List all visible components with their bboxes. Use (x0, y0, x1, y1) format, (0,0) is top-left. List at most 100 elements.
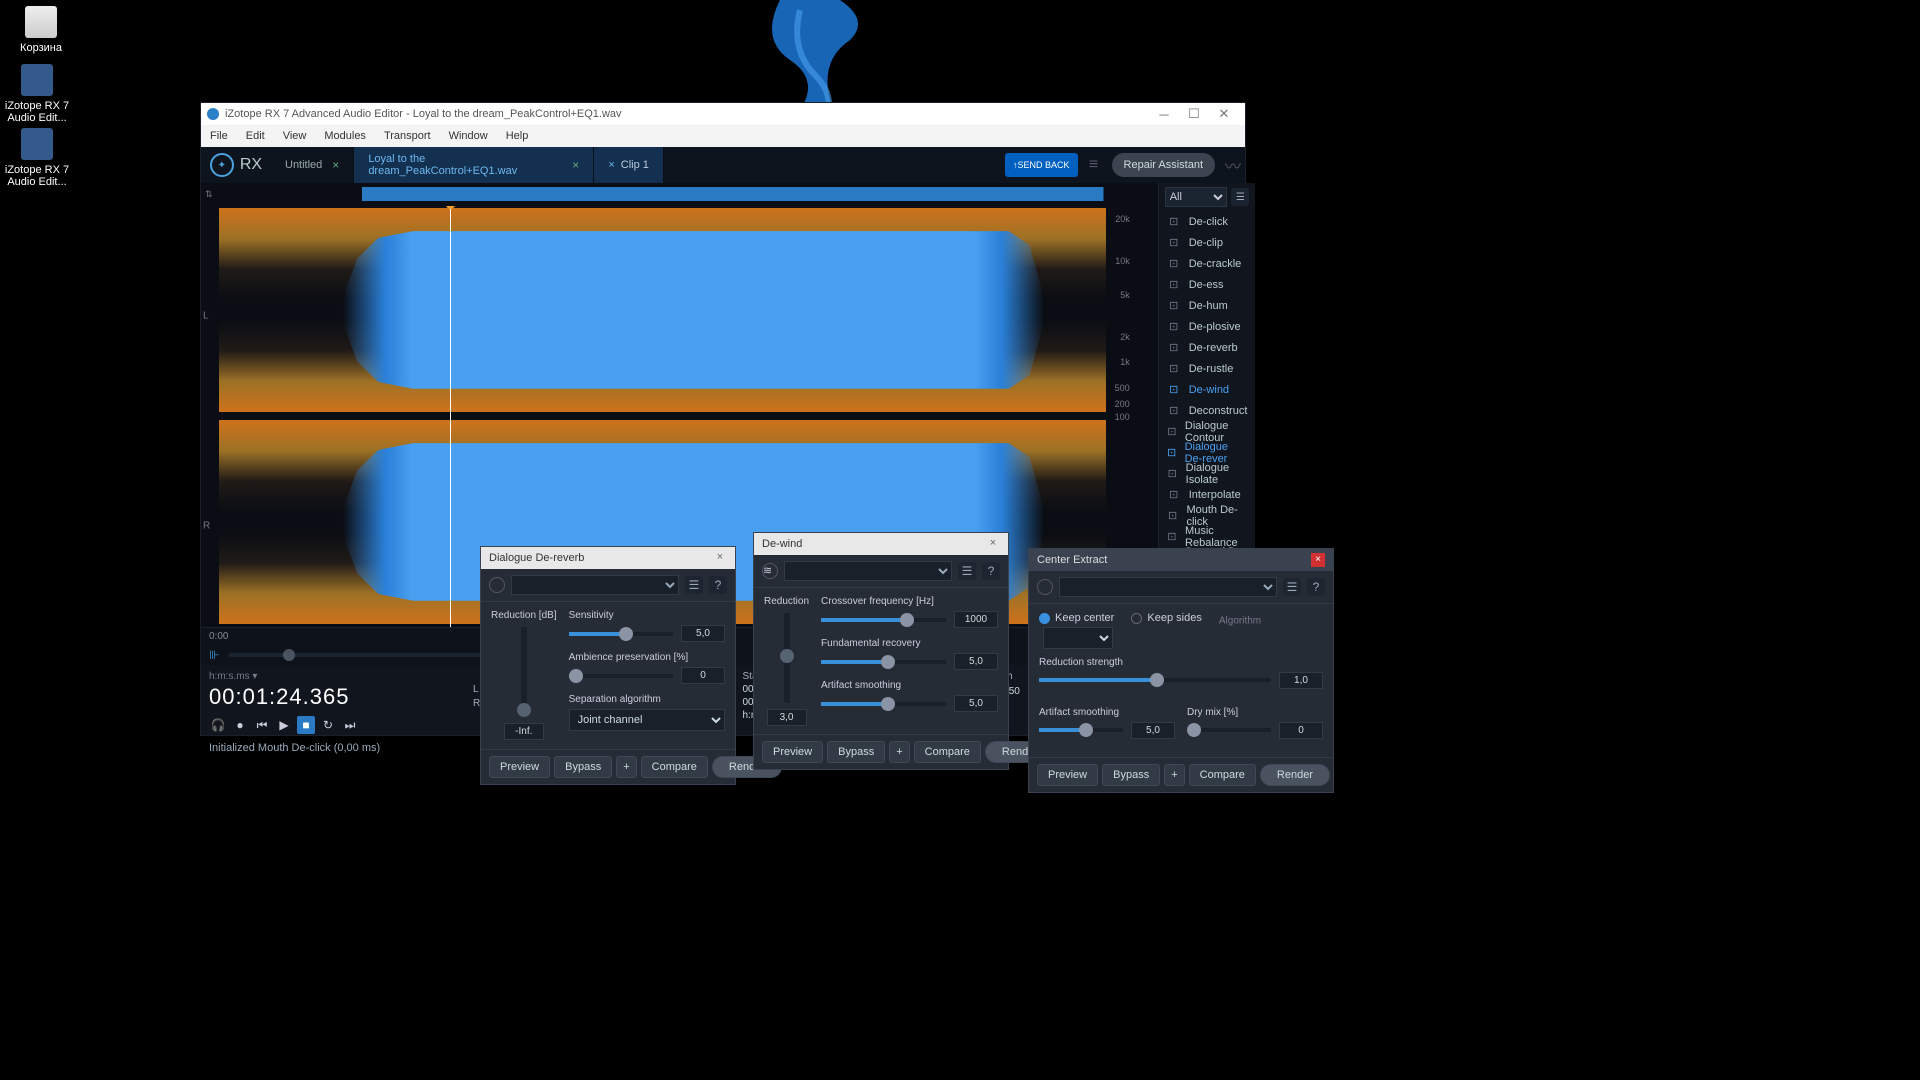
menu-help[interactable]: Help (497, 130, 538, 142)
record-button[interactable]: ● (231, 716, 249, 734)
skip-fwd-button[interactable]: ⏭ (341, 716, 359, 734)
bypass-button[interactable]: Bypass (1102, 764, 1160, 786)
reduction-value[interactable]: 1,0 (1279, 672, 1323, 689)
menu-window[interactable]: Window (440, 130, 497, 142)
module-dialogue-de-rever[interactable]: ⊡Dialogue De-rever (1159, 442, 1256, 463)
settings-icon[interactable]: 〰 (1221, 147, 1245, 183)
artifact-value[interactable]: 5,0 (954, 695, 998, 712)
help-icon[interactable]: ? (1307, 578, 1325, 596)
artifact-slider[interactable] (1039, 728, 1123, 732)
learn-icon[interactable]: ≋ (762, 563, 778, 579)
overview-arrows-icon[interactable]: ⇅ (205, 190, 219, 198)
keep-sides-radio[interactable]: Keep sides (1131, 612, 1201, 624)
drymix-value[interactable]: 0 (1279, 722, 1323, 739)
maximize-button[interactable]: ☐ (1179, 106, 1209, 122)
dialog-close-icon[interactable]: × (713, 551, 727, 565)
menu-file[interactable]: File (201, 130, 237, 142)
reduction-slider[interactable] (521, 627, 527, 717)
bypass-button[interactable]: Bypass (554, 756, 612, 778)
fundamental-value[interactable]: 5,0 (954, 653, 998, 670)
keep-center-radio[interactable]: Keep center (1039, 612, 1114, 624)
ambience-slider[interactable] (569, 674, 673, 678)
drymix-slider[interactable] (1187, 728, 1271, 732)
compare-button[interactable]: Compare (914, 741, 981, 763)
playhead[interactable] (450, 206, 451, 627)
tab-close-icon[interactable]: × (572, 158, 579, 172)
desktop-app1[interactable]: iZotope RX 7 Audio Edit... (2, 64, 72, 124)
learn-icon[interactable] (1037, 579, 1053, 595)
artifact-slider[interactable] (821, 702, 946, 706)
menu-transport[interactable]: Transport (375, 130, 440, 142)
tab-loyal[interactable]: Loyal to the dream_PeakControl+EQ1.wav × (354, 147, 594, 183)
sensitivity-slider[interactable] (569, 632, 673, 636)
fundamental-slider[interactable] (821, 660, 946, 664)
skip-back-button[interactable]: ⏮ (253, 716, 271, 734)
tab-untitled[interactable]: Untitled × (271, 147, 354, 183)
preset-select[interactable] (511, 575, 679, 595)
play-button[interactable]: ▶ (275, 716, 293, 734)
module-deconstruct[interactable]: ⊡Deconstruct (1159, 400, 1256, 421)
compare-button[interactable]: Compare (641, 756, 708, 778)
reduction-value[interactable]: -Inf. (504, 723, 544, 740)
desktop-app2[interactable]: iZotope RX 7 Audio Edit... (2, 128, 72, 188)
dialog-close-icon[interactable]: × (1311, 553, 1325, 567)
minimize-button[interactable]: ─ (1149, 107, 1179, 122)
module-de-clip[interactable]: ⊡De-clip (1159, 232, 1256, 253)
dialog-center-extract[interactable]: Center Extract× ☰ ? Keep center Keep sid… (1028, 548, 1334, 793)
module-de-crackle[interactable]: ⊡De-crackle (1159, 253, 1256, 274)
waveform-view-icon[interactable]: ⊪ (209, 648, 219, 662)
learn-icon[interactable] (489, 577, 505, 593)
preset-select[interactable] (784, 561, 952, 581)
dialog-dereverb[interactable]: Dialogue De-reverb× ☰ ? Reduction [dB] -… (480, 546, 736, 785)
dialog-dewind[interactable]: De-wind× ≋ ☰ ? Reduction 3,0 Crossover f… (753, 532, 1009, 770)
reduction-value[interactable]: 3,0 (767, 709, 807, 726)
compare-button[interactable]: Compare (1189, 764, 1256, 786)
help-icon[interactable]: ? (982, 562, 1000, 580)
module-dialogue-isolate[interactable]: ⊡Dialogue Isolate (1159, 463, 1256, 484)
preset-menu-icon[interactable]: ☰ (685, 576, 703, 594)
ambience-value[interactable]: 0 (681, 667, 725, 684)
crossover-value[interactable]: 1000 (954, 611, 998, 628)
headphones-icon[interactable]: 🎧 (209, 716, 227, 734)
module-music-rebalance[interactable]: ⊡Music Rebalance (1159, 526, 1256, 547)
module-de-wind[interactable]: ⊡De-wind (1159, 379, 1256, 400)
module-de-rustle[interactable]: ⊡De-rustle (1159, 358, 1256, 379)
tab-close-icon[interactable]: × (608, 159, 614, 171)
module-mouth-de-click[interactable]: ⊡Mouth De-click (1159, 505, 1256, 526)
repair-assistant-button[interactable]: Repair Assistant (1112, 153, 1215, 177)
dialog-close-icon[interactable]: × (986, 537, 1000, 551)
preview-button[interactable]: Preview (1037, 764, 1098, 786)
preset-menu-icon[interactable]: ☰ (958, 562, 976, 580)
menu-edit[interactable]: Edit (237, 130, 274, 142)
titlebar[interactable]: iZotope RX 7 Advanced Audio Editor - Loy… (201, 103, 1245, 125)
render-button[interactable]: Render (1260, 764, 1330, 786)
module-de-reverb[interactable]: ⊡De-reverb (1159, 337, 1256, 358)
tab-close-icon[interactable]: × (332, 158, 339, 172)
overview-bar[interactable]: ⇅ (201, 183, 1158, 206)
send-back-button[interactable]: ↑ SEND BACK (1005, 153, 1078, 177)
overview-waveform[interactable] (223, 187, 1150, 201)
panel-menu-icon[interactable]: ☰ (1231, 188, 1249, 206)
menu-view[interactable]: View (274, 130, 316, 142)
loop-button[interactable]: ↻ (319, 716, 337, 734)
menu-modules[interactable]: Modules (315, 130, 375, 142)
help-icon[interactable]: ? (709, 576, 727, 594)
plus-button[interactable]: + (889, 741, 909, 763)
plus-button[interactable]: + (1164, 764, 1184, 786)
timecode-format[interactable]: h:m:s.ms ▾ (209, 671, 459, 682)
stop-button[interactable]: ■ (297, 716, 315, 734)
close-button[interactable]: ✕ (1209, 106, 1239, 122)
plus-button[interactable]: + (616, 756, 636, 778)
reduction-slider[interactable] (784, 613, 790, 703)
sepalg-select[interactable]: Joint channel (569, 709, 725, 731)
bypass-button[interactable]: Bypass (827, 741, 885, 763)
batch-icon[interactable]: ≡ (1082, 147, 1106, 183)
crossover-slider[interactable] (821, 618, 946, 622)
preview-button[interactable]: Preview (489, 756, 550, 778)
module-dialogue-contour[interactable]: ⊡Dialogue Contour (1159, 421, 1256, 442)
module-de-ess[interactable]: ⊡De-ess (1159, 274, 1256, 295)
preset-menu-icon[interactable]: ☰ (1283, 578, 1301, 596)
desktop-recycle[interactable]: Корзина (6, 6, 76, 54)
sensitivity-value[interactable]: 5,0 (681, 625, 725, 642)
module-de-click[interactable]: ⊡De-click (1159, 211, 1256, 232)
